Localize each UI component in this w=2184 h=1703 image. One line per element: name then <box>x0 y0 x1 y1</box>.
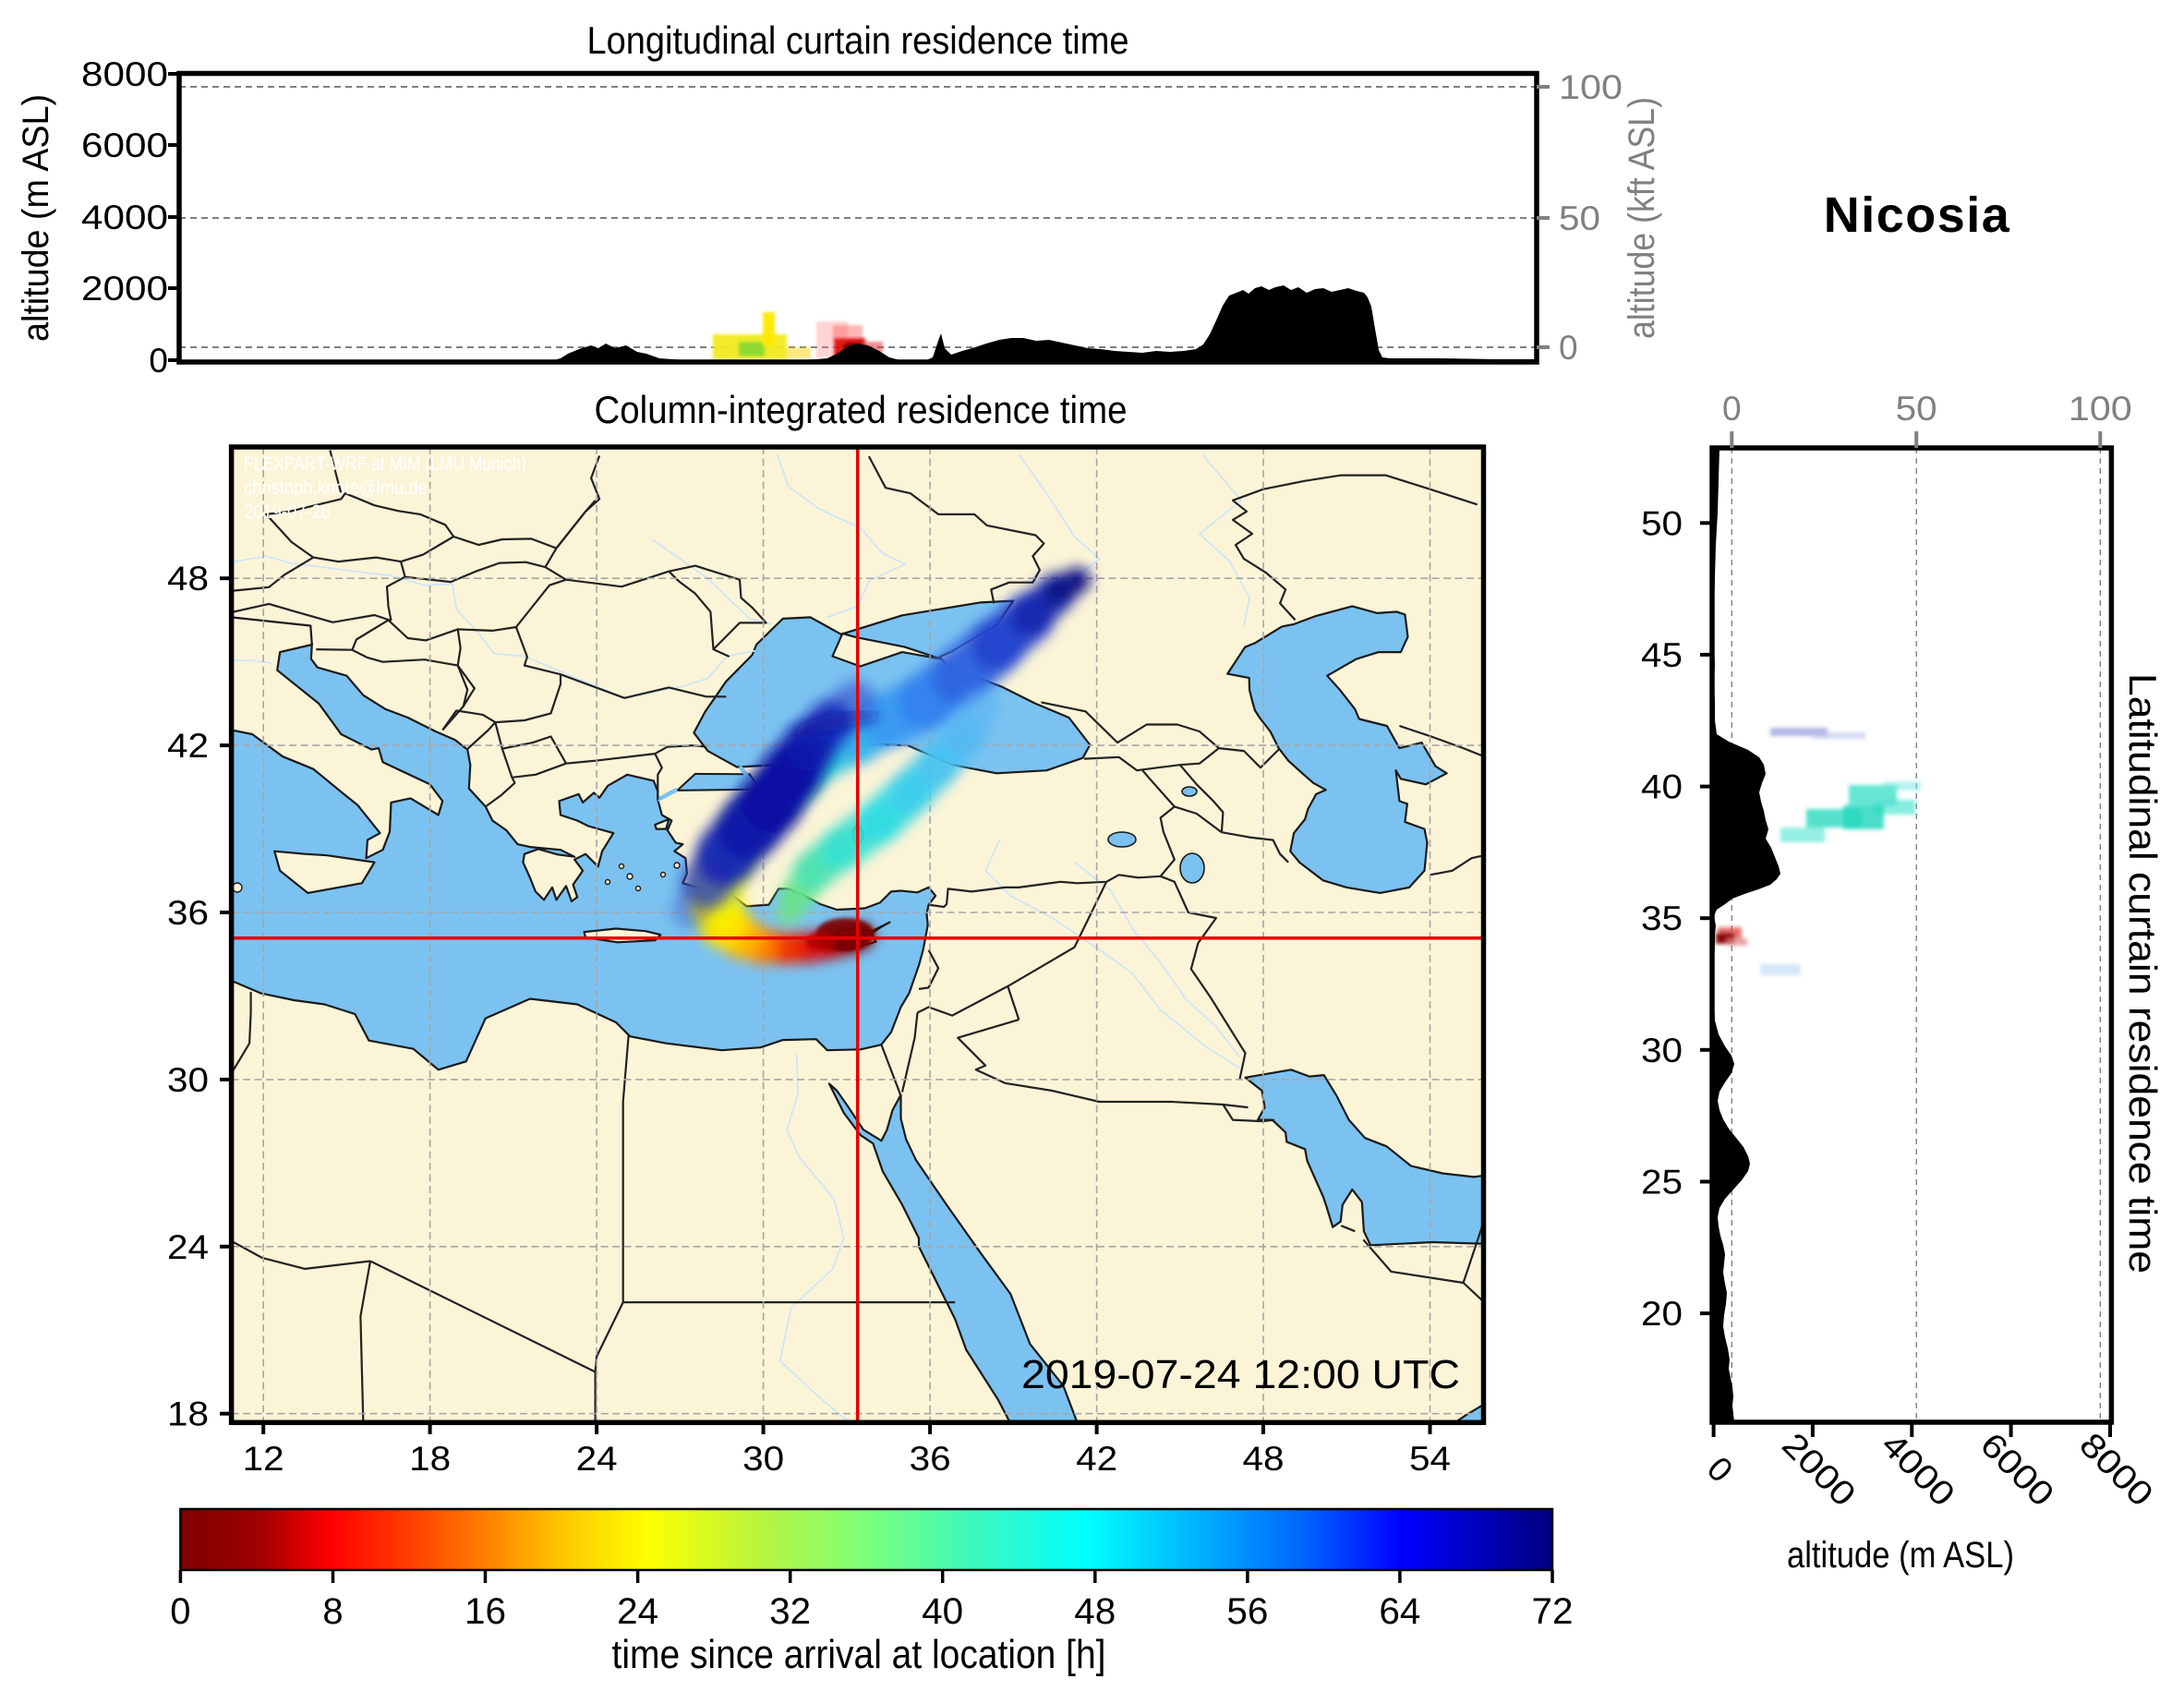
svg-text:50: 50 <box>1896 390 1937 428</box>
svg-text:100: 100 <box>1559 68 1623 106</box>
svg-text:altitude (m ASL): altitude (m ASL) <box>16 94 56 342</box>
svg-text:christoph.knote@lmu.de: christoph.knote@lmu.de <box>244 477 428 499</box>
svg-text:40: 40 <box>1641 768 1683 806</box>
svg-text:36: 36 <box>167 894 209 932</box>
svg-text:2019-07-24 12:00 UTC: 2019-07-24 12:00 UTC <box>1021 1352 1460 1397</box>
svg-text:48: 48 <box>167 560 209 598</box>
svg-text:42: 42 <box>167 727 209 765</box>
svg-text:30: 30 <box>742 1440 784 1478</box>
svg-text:48: 48 <box>1243 1440 1285 1478</box>
svg-text:12: 12 <box>243 1440 284 1478</box>
svg-text:0: 0 <box>149 342 168 380</box>
svg-text:8000: 8000 <box>81 55 168 93</box>
svg-text:Nicosia: Nicosia <box>1824 187 2011 243</box>
svg-text:0: 0 <box>1559 329 1578 367</box>
svg-text:time since arrival at location: time since arrival at location [h] <box>612 1632 1106 1677</box>
svg-text:2000: 2000 <box>81 270 168 308</box>
svg-text:50: 50 <box>1559 199 1600 237</box>
svg-text:30: 30 <box>167 1061 209 1099</box>
svg-text:altitude (m ASL): altitude (m ASL) <box>1787 1535 2014 1576</box>
svg-text:18: 18 <box>409 1440 451 1478</box>
svg-text:6000: 6000 <box>81 127 168 164</box>
svg-text:20: 20 <box>1641 1295 1683 1333</box>
svg-text:2019-07-26: 2019-07-26 <box>244 501 331 523</box>
svg-text:45: 45 <box>1641 636 1683 674</box>
svg-text:35: 35 <box>1641 900 1683 937</box>
svg-text:0: 0 <box>170 1591 190 1632</box>
svg-text:Longitudinal curtain residence: Longitudinal curtain residence time <box>587 18 1129 62</box>
svg-text:50: 50 <box>1641 504 1683 542</box>
svg-text:56: 56 <box>1226 1591 1268 1632</box>
svg-text:18: 18 <box>167 1395 209 1433</box>
svg-text:100: 100 <box>2069 390 2132 428</box>
svg-text:24: 24 <box>576 1440 618 1478</box>
svg-text:altitude (kft ASL): altitude (kft ASL) <box>1622 97 1662 339</box>
svg-text:Latitudinal curtain residence: Latitudinal curtain residence time <box>2121 673 2165 1274</box>
svg-text:16: 16 <box>465 1591 506 1632</box>
svg-text:0: 0 <box>1722 390 1742 428</box>
svg-text:40: 40 <box>922 1591 963 1632</box>
svg-text:36: 36 <box>910 1440 951 1478</box>
svg-text:32: 32 <box>769 1591 811 1632</box>
svg-text:42: 42 <box>1076 1440 1117 1478</box>
svg-text:72: 72 <box>1532 1591 1574 1632</box>
svg-text:FLEXPART-WRF at MIM (LMU Munic: FLEXPART-WRF at MIM (LMU Munich) <box>244 453 526 475</box>
svg-text:24: 24 <box>167 1228 209 1266</box>
svg-text:64: 64 <box>1379 1591 1420 1632</box>
svg-text:25: 25 <box>1641 1164 1683 1202</box>
svg-text:30: 30 <box>1641 1032 1683 1069</box>
svg-text:8: 8 <box>322 1591 343 1632</box>
svg-text:Column-integrated residence ti: Column-integrated residence time <box>595 388 1128 431</box>
svg-text:4000: 4000 <box>81 199 168 236</box>
svg-text:54: 54 <box>1409 1440 1451 1478</box>
svg-text:48: 48 <box>1074 1591 1116 1632</box>
svg-text:24: 24 <box>617 1591 658 1632</box>
